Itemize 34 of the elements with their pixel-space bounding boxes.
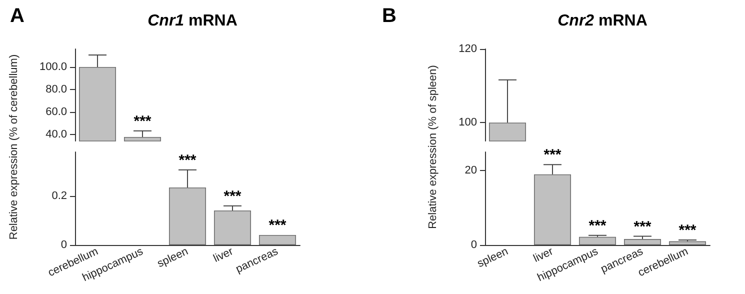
x-tick-label: spleen: [476, 246, 510, 270]
annotation: ***: [268, 216, 286, 234]
y-tick-label: 100: [458, 116, 477, 129]
bar: [579, 236, 616, 245]
annotation: ***: [634, 218, 652, 236]
y-tick-label: 0.2: [52, 190, 67, 202]
y-tick-label: 120: [458, 43, 477, 55]
annotation: ***: [178, 152, 196, 169]
bar: [214, 210, 251, 245]
bar: [169, 187, 206, 245]
annotation: ***: [588, 217, 606, 234]
y-axis-title: Relative expression (% of spleen): [427, 65, 439, 229]
y-tick-label: 60.0: [46, 106, 67, 118]
bar: [534, 174, 571, 245]
text: A: [10, 5, 24, 27]
y-tick-label: 0: [470, 239, 477, 251]
x-tick-label: spleen: [156, 246, 190, 270]
chart-title: Cnr2 mRNA: [558, 12, 648, 30]
x-tick-label: liver: [212, 245, 236, 265]
annotation: ***: [544, 146, 562, 164]
y-tick-label: 0: [60, 239, 67, 251]
y-tick-label: 100.0: [39, 60, 67, 73]
y-tick-label: 40.0: [46, 128, 67, 140]
annotation: ***: [678, 222, 696, 239]
annotation: ***: [224, 188, 242, 205]
chart-title: Cnr1 mRNA: [148, 12, 238, 30]
annotation: ***: [134, 112, 152, 130]
text: B: [382, 5, 396, 27]
bar: [624, 239, 661, 245]
bar: [259, 234, 296, 245]
y-tick-label: 20: [464, 164, 477, 177]
y-tick-label: 80.0: [46, 83, 67, 96]
bar: [669, 241, 706, 245]
y-axis-title: Relative expression (% of cerebellum): [8, 54, 20, 240]
